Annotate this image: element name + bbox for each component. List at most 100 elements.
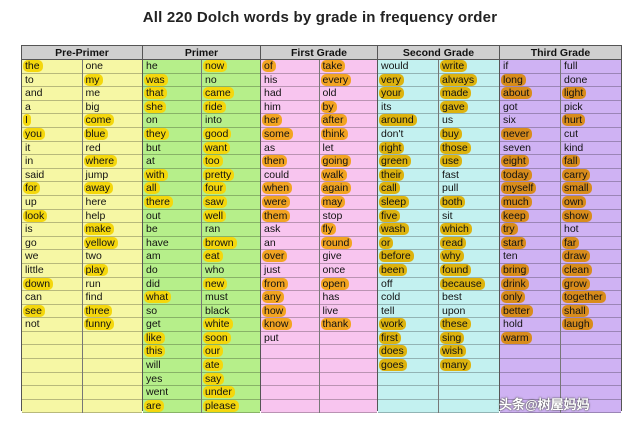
sight-word: into (205, 114, 222, 127)
word-cell: had (261, 87, 319, 101)
grade-header: First Grade (261, 46, 377, 60)
word-cell: I (22, 114, 82, 128)
sight-word: wash (379, 223, 409, 236)
sight-word: together (562, 291, 606, 304)
sight-word: there (144, 195, 173, 208)
word-cell: black (202, 305, 260, 319)
sight-word: its (381, 100, 392, 113)
word-cell: thank (319, 318, 377, 332)
word-cell: his (261, 74, 319, 88)
word-cell: away (82, 182, 142, 196)
word-cell: wish (439, 345, 499, 360)
word-cell: and (22, 87, 82, 101)
word-cell: sleep (378, 195, 438, 210)
word-cell: those (439, 141, 499, 156)
sight-word: would (381, 60, 409, 72)
word-cell: about (500, 87, 560, 101)
word-cell (319, 373, 377, 387)
word-cell: are (143, 399, 201, 414)
sight-word: now (203, 60, 228, 72)
word-cell: eight (500, 155, 560, 169)
word-cell: new (202, 277, 260, 292)
word-cell: run (82, 278, 142, 292)
word-cell: warm (500, 331, 560, 346)
word-cell: their (378, 168, 438, 183)
word-cell: sing (439, 331, 499, 346)
sight-word: what (144, 291, 172, 304)
sight-word: clean (562, 263, 593, 276)
sight-word: did (146, 277, 161, 290)
word-cell: went (143, 386, 201, 400)
sight-word: read (440, 236, 467, 249)
word-cell: up (22, 196, 82, 210)
sight-word: hurt (562, 114, 586, 127)
sight-word: funny (83, 318, 115, 331)
word-cell: clean (561, 263, 621, 278)
word-cell: try (500, 223, 560, 237)
sight-word: in (25, 155, 34, 168)
sight-word: of (262, 60, 276, 72)
word-cell: want (202, 141, 260, 156)
word-cell: been (378, 263, 438, 278)
sight-word: made (440, 87, 472, 100)
sight-word: after (320, 114, 347, 127)
watermark: 头条@树屋妈妈 (499, 397, 590, 412)
word-cell: is (22, 223, 82, 237)
sight-word: keep (501, 209, 529, 222)
sight-word: today (501, 168, 532, 181)
sight-word: from (262, 277, 288, 290)
word-cell: do (143, 264, 201, 278)
sight-word: like (144, 331, 165, 344)
grade-column-second-grade: Second Grade would very your its around don't r… (378, 46, 500, 414)
word-cell: here (82, 196, 142, 210)
sight-word: am (146, 250, 161, 263)
sight-word: want (203, 141, 231, 154)
sight-word: one (85, 60, 104, 72)
sight-word: just (264, 263, 281, 276)
word-cell: may (319, 195, 377, 210)
sight-word: came (203, 87, 234, 100)
word-cell: gave (439, 100, 499, 115)
sight-word: eat (203, 250, 223, 263)
word-cell: wash (378, 223, 438, 237)
sight-word: under (203, 386, 235, 399)
sight-word: may (320, 195, 346, 208)
sight-word: found (440, 263, 472, 276)
sight-word: soon (203, 331, 231, 344)
word-column: he was that she on they but at with all there out be… (143, 60, 201, 414)
word-cell: one (82, 60, 142, 74)
word-cell: so (143, 305, 201, 319)
sight-word: been (379, 263, 408, 276)
word-cell: pick (561, 101, 621, 115)
word-cell: drink (500, 277, 560, 292)
sight-word: come (83, 114, 115, 127)
word-cell: many (439, 359, 499, 373)
word-cell (22, 359, 82, 373)
word-cell: kind (561, 142, 621, 156)
sight-word: cut (564, 127, 579, 140)
sight-word: right (379, 141, 405, 154)
sight-word: he (146, 60, 158, 72)
word-cell: get (143, 318, 201, 332)
sight-word: sit (442, 209, 453, 222)
word-cell: can (22, 291, 82, 305)
word-cell: some (261, 127, 319, 142)
sight-word: are (144, 399, 165, 412)
word-cell: would (378, 60, 438, 74)
sight-word: some (262, 127, 293, 140)
word-cell: far (561, 236, 621, 251)
sight-word: we (25, 250, 39, 263)
sight-word: fast (442, 168, 459, 181)
word-cell: if (500, 60, 560, 74)
word-cell (82, 359, 142, 373)
word-cell: goes (378, 359, 438, 373)
word-cell (261, 400, 319, 414)
word-cell: hurt (561, 114, 621, 128)
word-cell (319, 359, 377, 373)
sight-word: us (442, 114, 454, 127)
sight-word: fall (562, 155, 581, 168)
sight-word: your (379, 87, 405, 100)
sight-word: start (501, 236, 527, 249)
word-cell: good (202, 127, 260, 142)
sight-word: blue (83, 127, 109, 140)
